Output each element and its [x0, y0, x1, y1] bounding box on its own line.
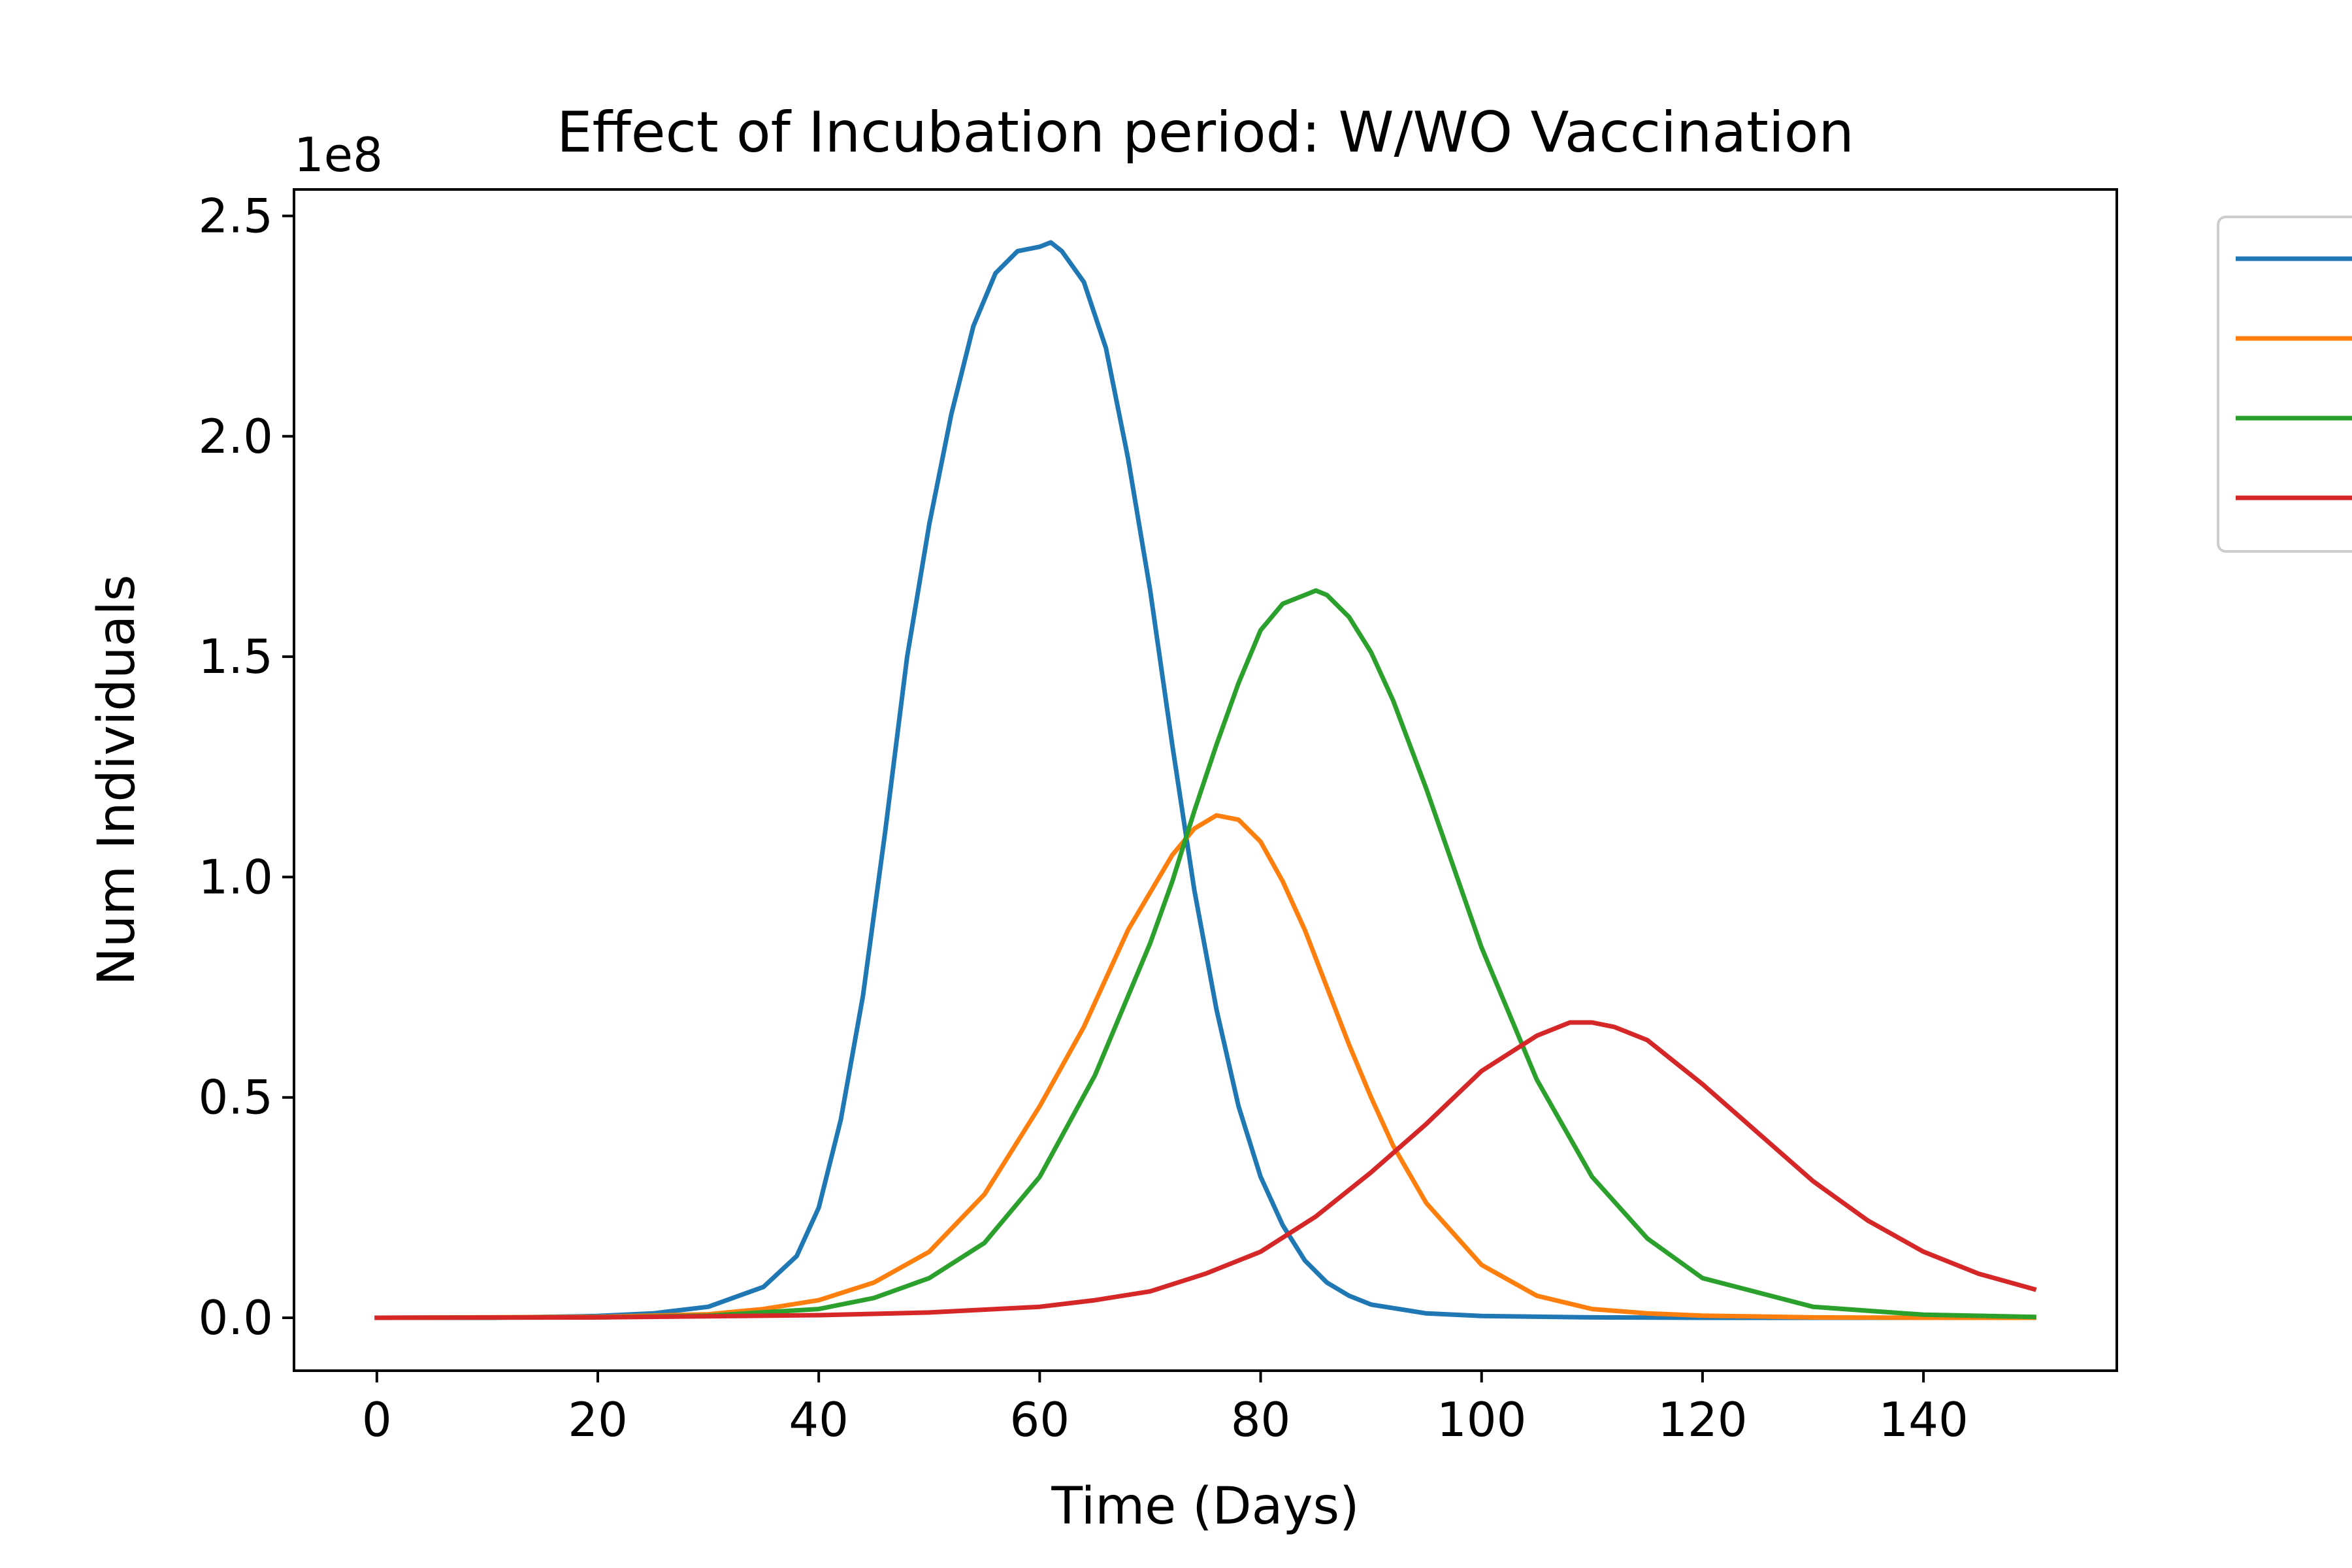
x-tick-label: 140 — [1878, 1392, 1968, 1447]
x-axis-ticks: 0 20 40 60 80 100 120 140 — [362, 1371, 1968, 1447]
chart-title: Effect of Incubation period: W/WO Vaccin… — [557, 100, 1854, 165]
x-tick-label: 80 — [1231, 1392, 1291, 1447]
series-layer — [374, 240, 2037, 1320]
plot-frame — [293, 188, 2118, 1372]
y-tick-label: 0.5 — [198, 1070, 273, 1125]
series-line-2 — [374, 813, 2036, 1320]
series-line-3 — [374, 588, 2036, 1320]
y-axis-offset-label: 1e8 — [294, 127, 383, 182]
series-line-4 — [374, 1020, 2037, 1320]
y-axis-label: Num Individuals — [88, 574, 146, 985]
y-tick-label: 1.5 — [198, 629, 273, 684]
x-tick-label: 60 — [1010, 1392, 1070, 1447]
y-tick-label: 0.0 — [198, 1290, 273, 1345]
x-tick-label: 0 — [362, 1392, 392, 1447]
legend-box — [2217, 216, 2352, 553]
series-line-1 — [374, 240, 2036, 1320]
x-tick-label: 40 — [789, 1392, 849, 1447]
y-axis-ticks: 0.0 0.5 1.0 1.5 2.0 2.5 — [198, 188, 294, 1345]
x-tick-label: 20 — [568, 1392, 628, 1447]
x-axis-label: Time (Days) — [1051, 1477, 1359, 1536]
y-tick-label: 2.5 — [198, 188, 273, 243]
x-tick-label: 120 — [1658, 1392, 1747, 1447]
y-tick-label: 1.0 — [198, 849, 273, 904]
legend — [2217, 216, 2352, 553]
y-tick-label: 2.0 — [198, 409, 273, 464]
x-tick-label: 100 — [1437, 1392, 1526, 1447]
